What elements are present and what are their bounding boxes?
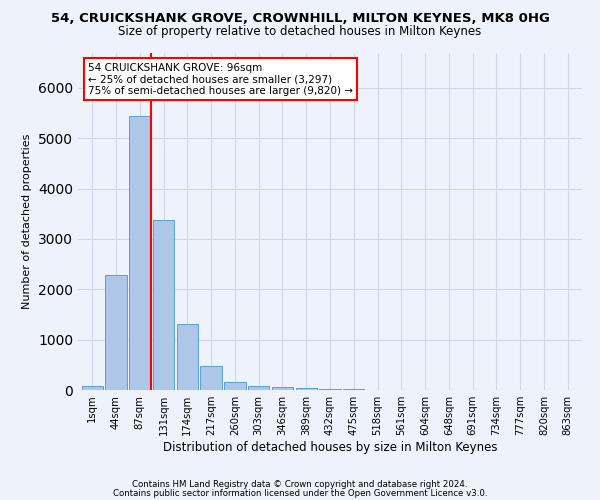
Bar: [248, 386, 269, 390]
Bar: [224, 382, 245, 390]
Bar: [106, 275, 127, 390]
Text: Contains HM Land Registry data © Crown copyright and database right 2024.: Contains HM Land Registry data © Crown c…: [132, 480, 468, 489]
Bar: [82, 386, 103, 390]
Bar: [176, 324, 198, 390]
Bar: [296, 388, 317, 390]
X-axis label: Distribution of detached houses by size in Milton Keynes: Distribution of detached houses by size …: [163, 441, 497, 454]
Y-axis label: Number of detached properties: Number of detached properties: [22, 134, 32, 309]
Bar: [153, 220, 174, 390]
Text: Contains public sector information licensed under the Open Government Licence v3: Contains public sector information licen…: [113, 488, 487, 498]
Bar: [200, 366, 222, 390]
Bar: [319, 389, 341, 390]
Text: Size of property relative to detached houses in Milton Keynes: Size of property relative to detached ho…: [118, 25, 482, 38]
Bar: [272, 387, 293, 390]
Text: 54 CRUICKSHANK GROVE: 96sqm
← 25% of detached houses are smaller (3,297)
75% of : 54 CRUICKSHANK GROVE: 96sqm ← 25% of det…: [88, 62, 353, 96]
Bar: [129, 116, 151, 390]
Text: 54, CRUICKSHANK GROVE, CROWNHILL, MILTON KEYNES, MK8 0HG: 54, CRUICKSHANK GROVE, CROWNHILL, MILTON…: [50, 12, 550, 26]
